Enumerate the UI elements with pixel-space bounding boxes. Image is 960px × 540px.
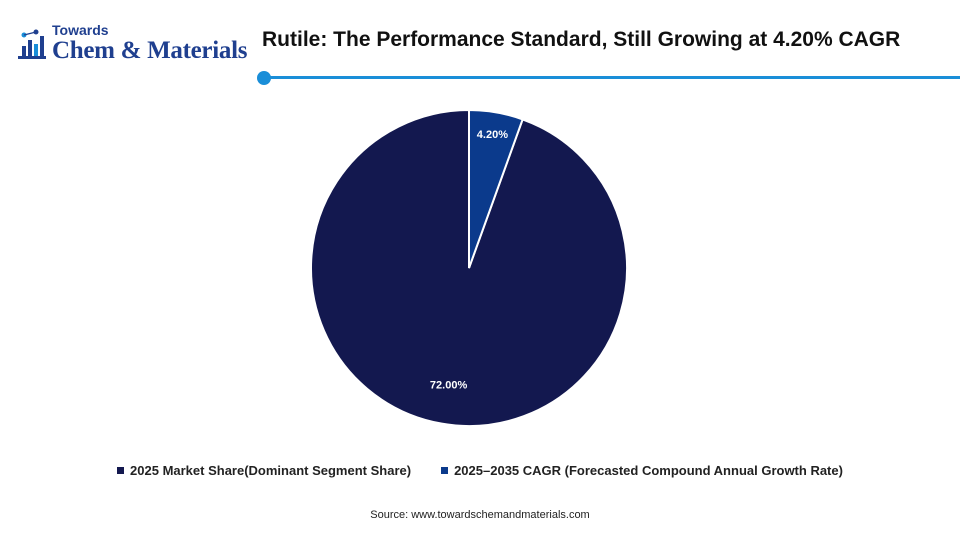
pie-data-label-2: 4.20% xyxy=(477,129,508,141)
legend-item-1: 2025 Market Share(Dominant Segment Share… xyxy=(117,460,411,480)
brand-name: Chem & Materials xyxy=(52,37,248,64)
legend-item-2: 2025–2035 CAGR (Forecasted Compound Annu… xyxy=(441,460,843,480)
title-rule-dot xyxy=(257,71,271,85)
chart-legend: 2025 Market Share(Dominant Segment Share… xyxy=(0,460,960,480)
flask-molecule-icon xyxy=(18,29,46,59)
legend-swatch-2 xyxy=(441,466,449,474)
source-note: Source: www.towardschemandmaterials.com xyxy=(370,509,590,521)
legend-label-1: 2025 Market Share(Dominant Segment Share… xyxy=(130,462,412,478)
brand-small-text: Towards xyxy=(52,22,109,38)
brand-logo: Towards Chem & Materials xyxy=(14,22,254,68)
page-title: Rutile: The Performance Standard, Still … xyxy=(262,28,901,51)
pie-chart: 72.00% 4.20% xyxy=(310,108,628,427)
legend-swatch-1 xyxy=(117,466,125,474)
legend-label-2: 2025–2035 CAGR (Forecasted Compound Annu… xyxy=(454,462,843,478)
pie-slice-2 xyxy=(468,108,524,269)
pie-data-label-1: 72.00% xyxy=(430,380,468,392)
header: Towards Chem & Materials Rutile: The Per… xyxy=(0,0,960,90)
title-rule-line xyxy=(266,76,960,79)
